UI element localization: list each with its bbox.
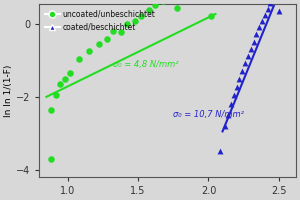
Point [248,47,253,50]
Point [54,93,59,97]
Text: σ₀ = 10,7 N/mm²: σ₀ = 10,7 N/mm² [173,110,244,119]
Point [119,31,124,34]
Point [231,93,236,97]
Point [245,55,250,58]
Text: σ₀ = 4,8 N/mm²: σ₀ = 4,8 N/mm² [112,60,178,69]
Point [268,1,273,5]
Point [68,72,73,75]
Point [257,25,262,29]
Point [277,10,281,13]
Point [223,124,228,128]
Point [226,113,231,117]
Point [229,103,233,106]
Point [262,13,267,17]
Point [237,77,242,80]
Point [161,0,166,2]
Point [62,77,67,80]
Point [251,40,256,43]
Point [254,33,259,36]
Y-axis label: ln ln 1/(1-F): ln ln 1/(1-F) [4,64,13,117]
Point [243,62,248,65]
Point [110,29,115,32]
Point [234,85,239,88]
Point [260,20,264,23]
Point [147,9,152,12]
Point [217,150,222,153]
Point [48,157,53,160]
Point [265,7,270,10]
Point [96,43,101,46]
Point [76,57,81,60]
Point [58,83,63,86]
Point [105,38,110,41]
Point [152,4,157,7]
Point [133,19,138,22]
Point [48,108,53,111]
Point [124,23,129,26]
Legend: uncoated/unbeschichtet, coated/beschichtet: uncoated/unbeschichtet, coated/beschicht… [43,8,157,33]
Point [138,15,143,18]
Point [86,50,91,53]
Point [209,15,214,18]
Point [240,69,245,72]
Point [175,6,180,9]
